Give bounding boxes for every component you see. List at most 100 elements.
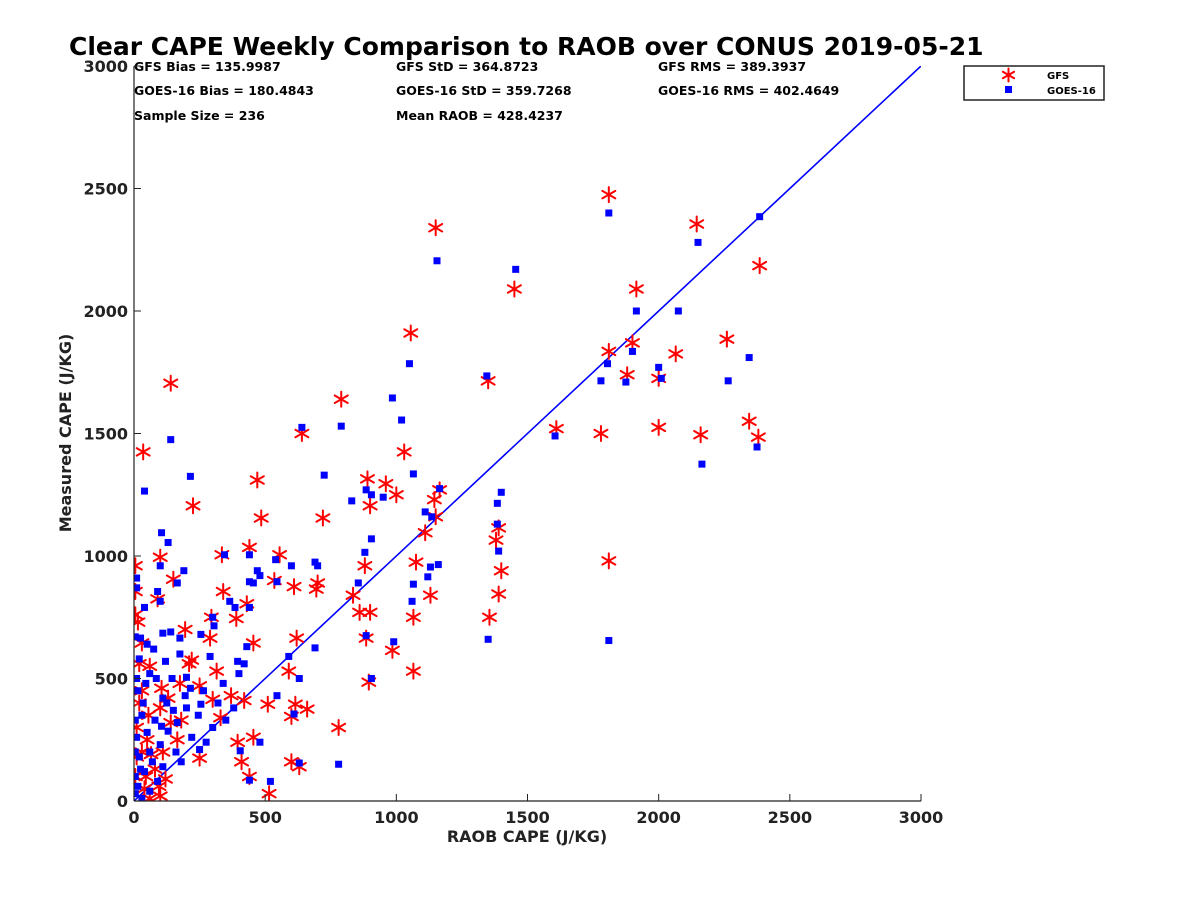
goes16-point <box>134 687 142 695</box>
goes16-point <box>433 257 441 265</box>
gfs-point <box>506 280 522 298</box>
goes16-point <box>245 603 253 611</box>
x-tick-label: 1000 <box>374 808 419 827</box>
goes16-point <box>245 776 253 784</box>
one-to-one-line <box>134 66 921 801</box>
gfs-point <box>228 609 244 627</box>
goes16-point <box>367 535 375 543</box>
goes16-point <box>694 238 702 246</box>
stat-text: Mean RAOB = 428.4237 <box>396 108 563 123</box>
goes16-point <box>150 645 158 653</box>
goes16-point <box>348 497 356 505</box>
goes16-point <box>493 499 501 507</box>
gfs-point <box>405 662 421 680</box>
goes16-point <box>236 747 244 755</box>
goes16-point <box>148 758 156 766</box>
goes16-point <box>290 710 298 718</box>
goes16-point <box>295 759 303 767</box>
gfs-point <box>593 425 609 442</box>
goes16-point <box>240 660 248 668</box>
goes16-point <box>285 652 293 660</box>
stat-text: GFS Bias = 135.9987 <box>134 59 281 74</box>
gfs-point <box>230 733 246 751</box>
gfs-point <box>408 553 424 571</box>
goes16-point <box>272 556 280 564</box>
goes16-point <box>408 597 416 605</box>
goes16-series <box>134 209 764 801</box>
gfs-point <box>223 687 239 705</box>
chart-title: Clear CAPE Weekly Comparison to RAOB ove… <box>69 32 984 61</box>
goes16-point <box>134 748 139 756</box>
gfs-point <box>154 679 170 697</box>
goes16-point <box>320 471 328 479</box>
y-axis-label: Measured CAPE (J/KG) <box>56 334 75 533</box>
goes16-point <box>253 567 261 575</box>
goes16-point <box>173 719 181 727</box>
goes16-point <box>143 728 151 736</box>
goes16-point <box>138 711 146 719</box>
x-tick-label: 0 <box>128 808 139 827</box>
goes16-point <box>245 551 253 559</box>
legend-gfs-asterisk <box>1001 67 1016 83</box>
goes16-point <box>172 748 180 756</box>
goes16-point <box>168 675 176 682</box>
goes16-point <box>361 548 369 556</box>
x-tick-label: 2000 <box>636 808 681 827</box>
y-tick-label: 3000 <box>83 57 128 76</box>
x-tick-label: 500 <box>248 808 281 827</box>
goes16-point <box>197 630 205 638</box>
goes16-point <box>390 638 398 646</box>
gfs-point <box>750 428 766 446</box>
gfs-point <box>428 219 444 237</box>
stat-text: Sample Size = 236 <box>134 108 265 123</box>
gfs-point <box>163 374 179 392</box>
gfs-point <box>260 695 276 713</box>
goes16-point <box>219 679 227 687</box>
gfs-point <box>253 509 269 527</box>
goes16-point <box>167 628 175 636</box>
goes16-point <box>354 579 362 587</box>
goes16-point <box>134 782 142 790</box>
goes16-point <box>135 655 143 663</box>
goes16-point <box>173 579 181 587</box>
goes16-point <box>287 562 295 570</box>
goes16-point <box>186 684 194 692</box>
gfs-point <box>352 603 368 621</box>
goes16-point <box>209 724 217 731</box>
goes16-point <box>159 763 167 771</box>
y-tick-label: 0 <box>117 792 128 811</box>
goes16-point <box>154 777 162 785</box>
y-tick-label: 500 <box>95 670 128 689</box>
goes16-point <box>177 758 185 766</box>
legend-goes16-marker <box>1005 86 1012 93</box>
goes16-point <box>428 513 436 521</box>
goes16-point <box>512 265 520 273</box>
gfs-point <box>491 585 507 603</box>
goes16-point <box>139 699 147 707</box>
goes16-point <box>194 711 202 719</box>
stats-block: GFS Bias = 135.9987 GOES-16 Bias = 180.48… <box>134 59 839 123</box>
y-tick-label: 1000 <box>83 547 128 566</box>
gfs-point <box>357 557 373 575</box>
legend-box <box>963 65 1105 101</box>
gfs-point <box>601 342 617 360</box>
goes16-point <box>398 416 406 424</box>
gfs-point <box>287 695 303 713</box>
gfs-point <box>481 608 497 626</box>
goes16-point <box>158 529 166 537</box>
goes16-point <box>622 378 630 386</box>
goes16-point <box>298 423 306 431</box>
goes16-point <box>231 603 239 611</box>
goes16-point <box>421 508 429 516</box>
goes16-point <box>182 673 190 681</box>
gfs-point <box>362 603 378 621</box>
goes16-point <box>176 634 184 642</box>
goes16-point <box>495 547 503 555</box>
goes16-point <box>154 588 162 596</box>
goes16-point <box>497 488 505 496</box>
goes16-point <box>597 377 605 385</box>
gfs-point <box>169 731 185 749</box>
goes16-point <box>362 632 370 640</box>
x-tick-label: 3000 <box>899 808 944 827</box>
gfs-point <box>261 785 277 801</box>
